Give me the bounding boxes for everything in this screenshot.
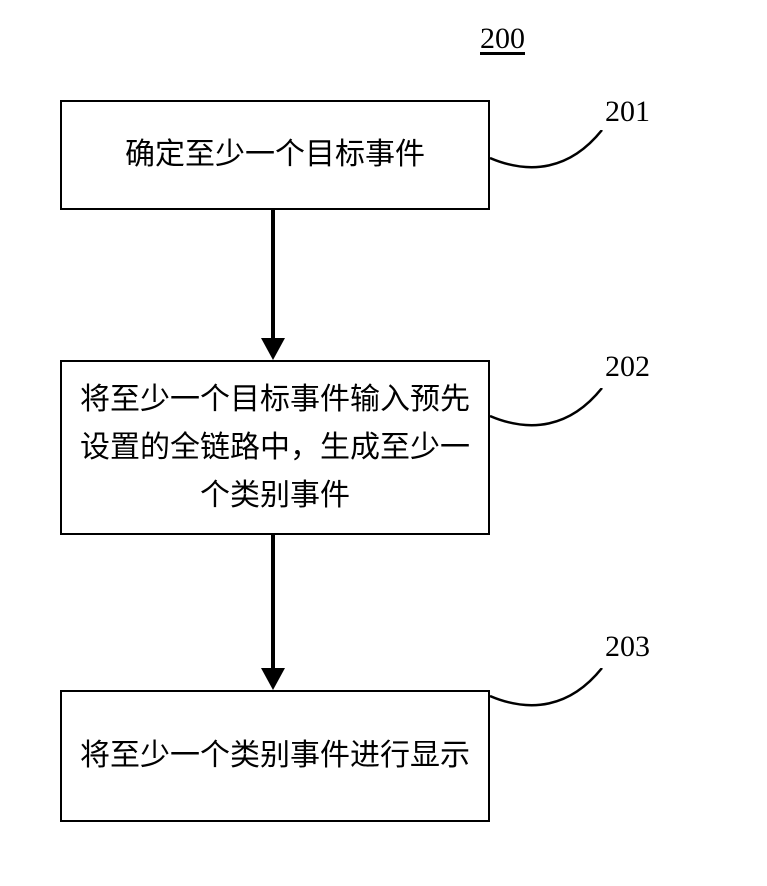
arrow-shaft (271, 210, 275, 338)
connector-line (490, 388, 610, 448)
flowchart-node: 将至少一个类别事件进行显示 (60, 690, 490, 822)
flowchart-node-label: 将至少一个类别事件进行显示 (70, 732, 480, 780)
step-number: 201 (605, 95, 650, 129)
step-number: 202 (605, 350, 650, 384)
arrow-head-icon (261, 338, 285, 360)
figure-number: 200 (480, 22, 525, 56)
flowchart-node: 确定至少一个目标事件 (60, 100, 490, 210)
arrow-head-icon (261, 668, 285, 690)
flowchart-node-label: 将至少一个目标事件输入预先设置的全链路中，生成至少一个类别事件 (62, 376, 488, 520)
connector-line (490, 130, 610, 190)
flowchart-node-label: 确定至少一个目标事件 (115, 131, 435, 179)
arrow-shaft (271, 535, 275, 668)
connector-line (490, 668, 610, 728)
flowchart-node: 将至少一个目标事件输入预先设置的全链路中，生成至少一个类别事件 (60, 360, 490, 535)
step-number: 203 (605, 630, 650, 664)
